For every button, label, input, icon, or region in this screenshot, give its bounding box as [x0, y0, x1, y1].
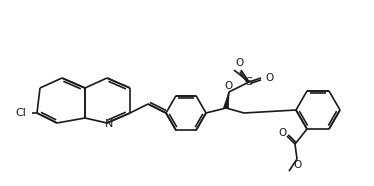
Text: O: O	[279, 128, 287, 138]
Text: N: N	[105, 119, 113, 129]
Text: O: O	[265, 73, 273, 83]
Polygon shape	[224, 92, 229, 108]
Text: O: O	[225, 81, 233, 91]
Text: O: O	[236, 58, 244, 68]
Text: S: S	[245, 77, 252, 87]
Text: O: O	[294, 160, 302, 170]
Text: Cl: Cl	[15, 108, 26, 118]
